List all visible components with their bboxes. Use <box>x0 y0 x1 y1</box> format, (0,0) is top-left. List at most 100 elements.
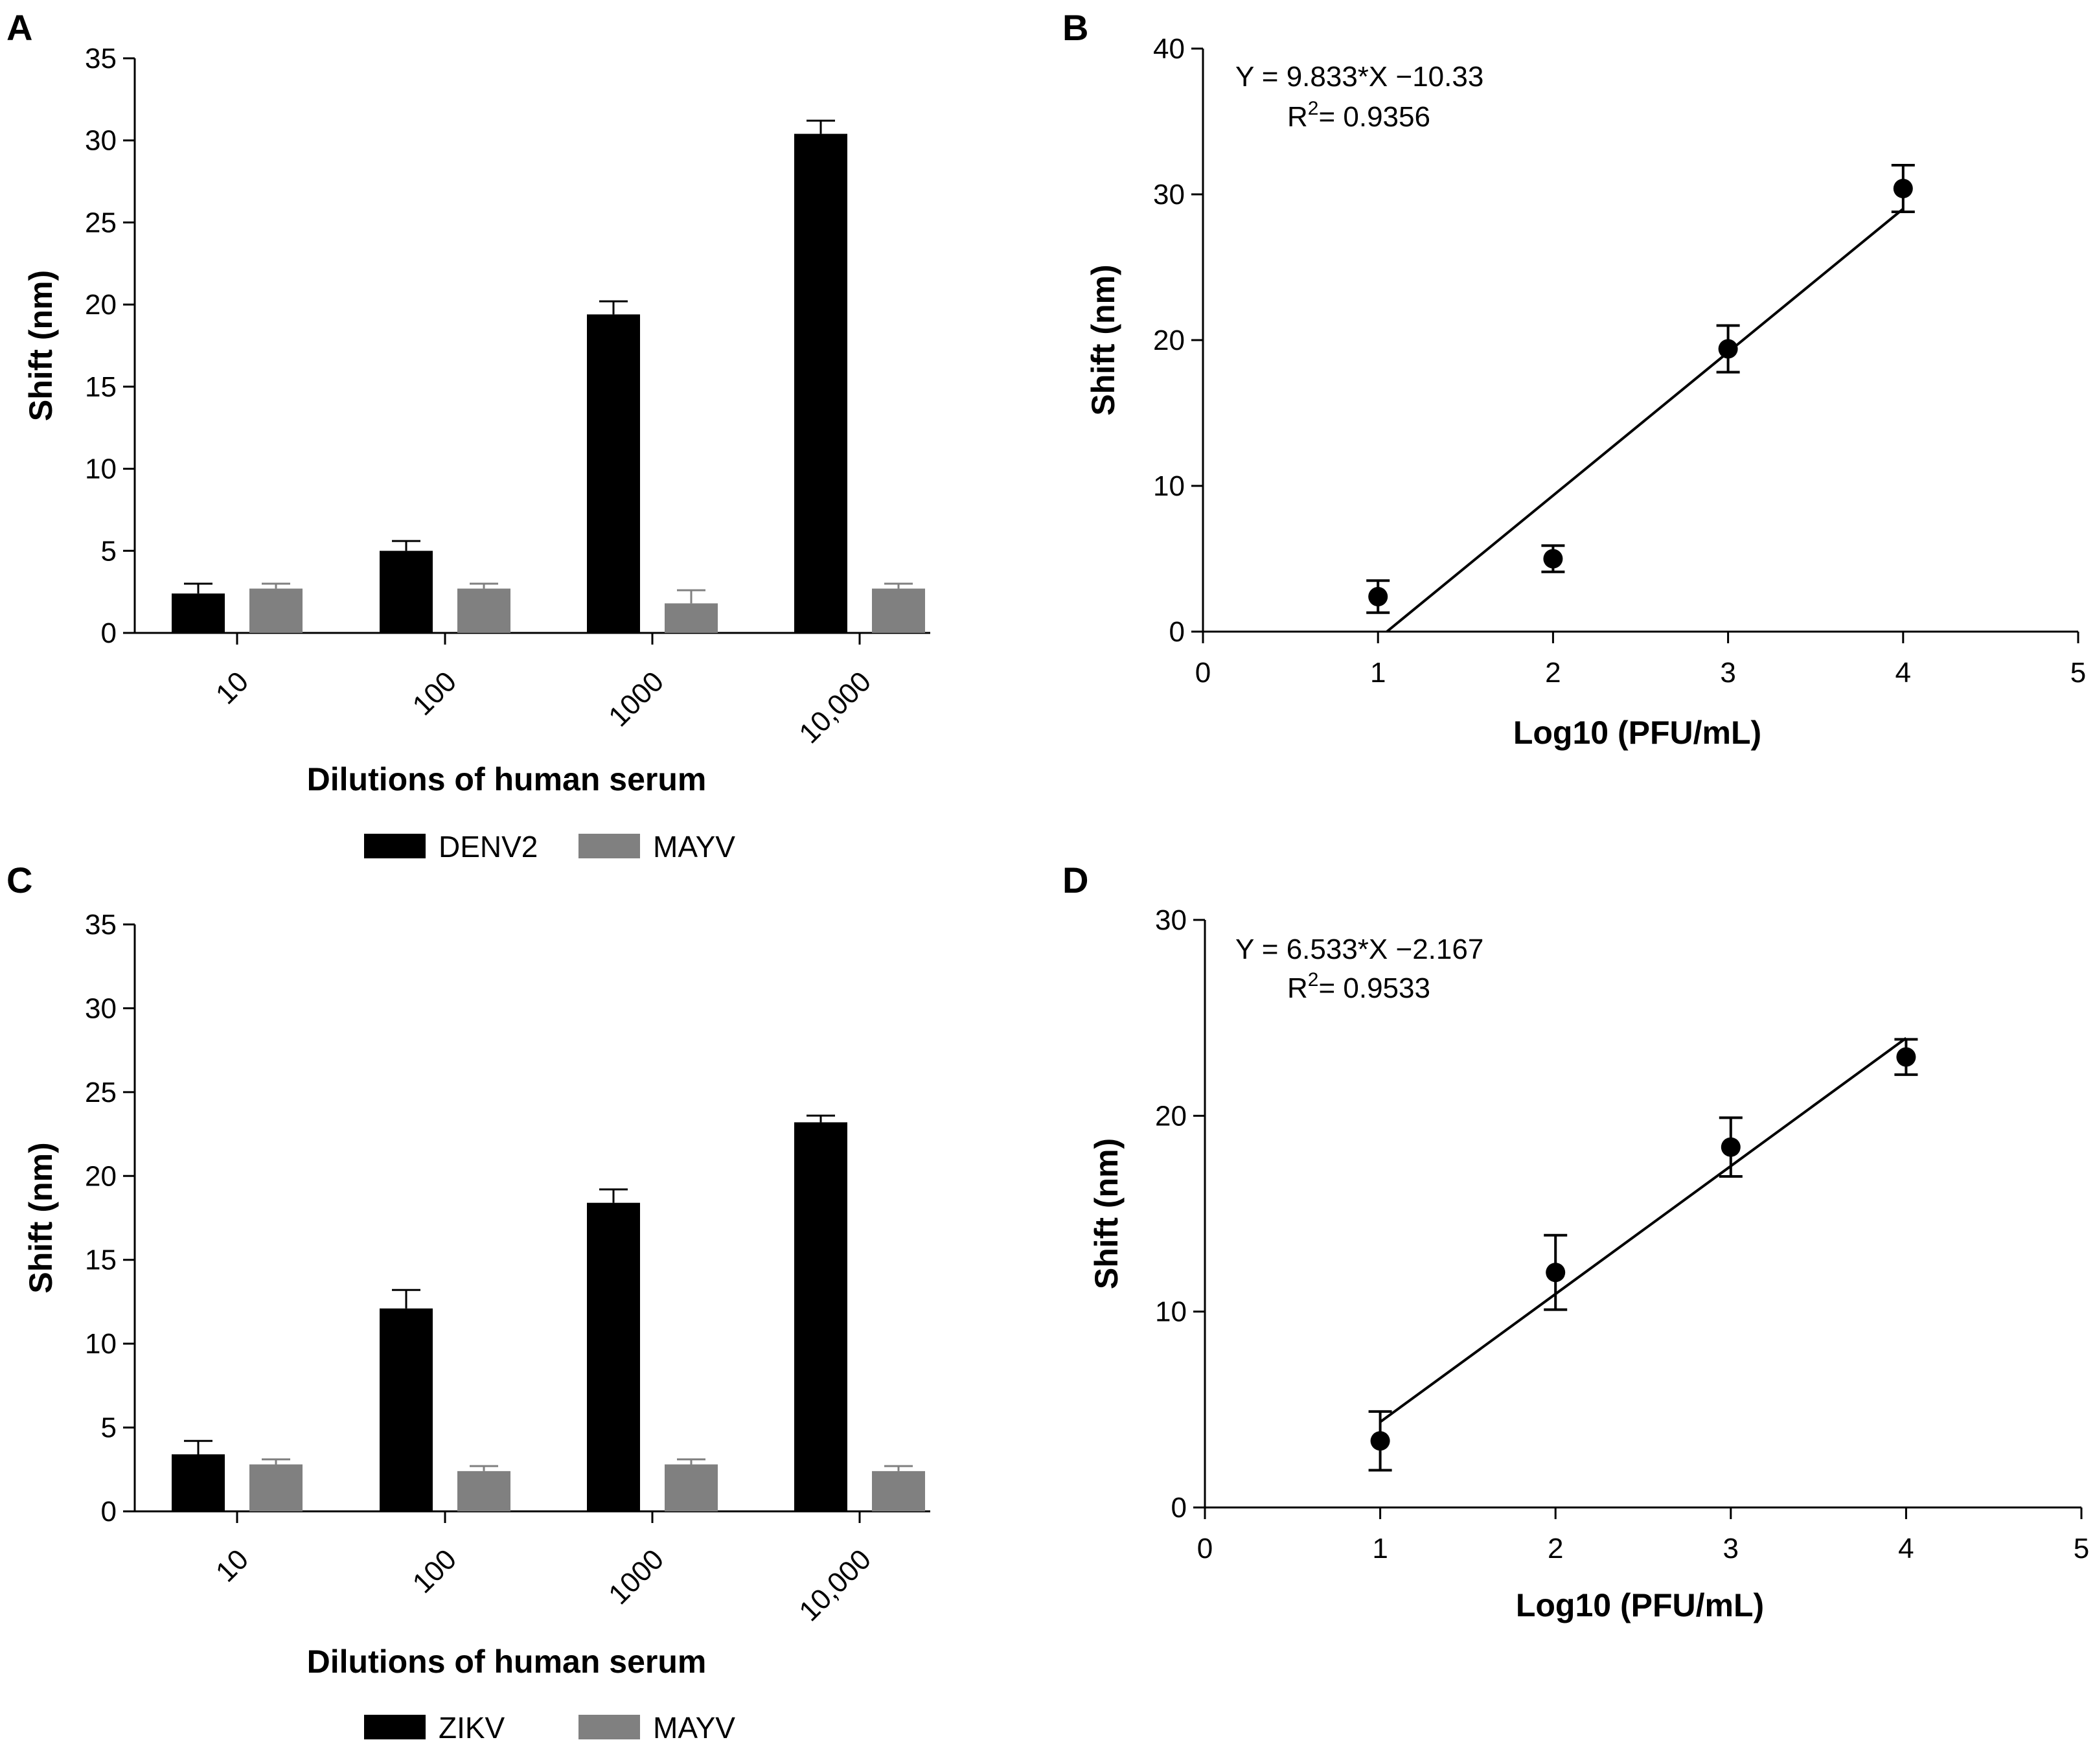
panel-b: B 0 10 20 30 40 Shift (nm) 0 1 2 3 4 5 Y = 9.833*X −1… <box>1062 7 2086 751</box>
legend-swatch-zikv <box>364 1715 426 1739</box>
y-tick-label: 30 <box>85 992 117 1024</box>
x-tick-label: 1000 <box>602 1543 670 1610</box>
y-tick-label: 0 <box>101 1496 117 1528</box>
y-axis-title: Shift (nm) <box>1088 1138 1125 1289</box>
x-axis-title: Log10 (PFU/mL) <box>1513 715 1761 751</box>
bar-mayv <box>457 588 510 633</box>
bar-denv2 <box>172 593 225 633</box>
y-tick-label: 20 <box>1155 1100 1187 1132</box>
fit-equation: Y = 6.533*X −2.167 <box>1235 934 1483 965</box>
bar-zikv <box>794 1122 847 1511</box>
panel-c: C 0 5 10 15 20 25 30 35 Shift (nm) 10 100 1000 10,000… <box>6 860 930 1745</box>
panel-d: D 0 10 20 30 Shift (nm) 0 1 2 3 4 5 Y = 6.533*X −2.1… <box>1062 860 2089 1623</box>
x-tick-label: 10 <box>210 665 255 710</box>
y-tick-label: 30 <box>1155 904 1187 936</box>
bar-mayv <box>249 1464 303 1511</box>
y-tick-label: 0 <box>1169 616 1185 648</box>
y-tick-label: 15 <box>85 1244 117 1276</box>
y-tick-label: 10 <box>1153 470 1185 502</box>
y-tick-label: 25 <box>85 1077 117 1108</box>
r-squared-label: R <box>1287 101 1308 133</box>
data-point <box>1546 1263 1566 1283</box>
regression-line <box>1379 1037 1907 1423</box>
x-axis-title: Dilutions of human serum <box>307 1644 707 1680</box>
r-squared-label: R <box>1287 972 1308 1004</box>
bar-denv2 <box>794 133 847 633</box>
x-tick-label: 2 <box>1548 1533 1563 1564</box>
x-tick-label: 10,000 <box>793 1543 877 1627</box>
x-tick-label: 1 <box>1370 657 1386 689</box>
r-squared-value: = 0.9533 <box>1318 972 1430 1004</box>
panel-letter: A <box>6 7 32 48</box>
bar-mayv <box>457 1471 510 1511</box>
x-tick-label: 0 <box>1197 1533 1213 1564</box>
x-tick-label: 3 <box>1723 1533 1739 1564</box>
x-tick-label: 5 <box>2074 1533 2089 1564</box>
x-axis-title: Log10 (PFU/mL) <box>1516 1587 1764 1623</box>
x-tick-label: 5 <box>2070 657 2086 689</box>
y-tick-label: 5 <box>101 535 117 567</box>
data-point <box>1718 339 1738 359</box>
legend-label-zikv: ZIKV <box>439 1711 505 1745</box>
bar-zikv <box>587 1202 640 1511</box>
y-tick-label: 20 <box>85 289 117 321</box>
bar-denv2 <box>587 314 640 633</box>
x-tick-label: 0 <box>1195 657 1211 689</box>
panel-letter: D <box>1062 860 1088 900</box>
y-tick-label: 5 <box>101 1412 117 1444</box>
data-point <box>1893 179 1913 198</box>
r-squared-superscript: 2 <box>1308 969 1319 991</box>
x-tick-label: 1000 <box>602 665 670 733</box>
panel-letter: B <box>1062 7 1088 48</box>
x-tick-label: 4 <box>1895 657 1911 689</box>
regression-line <box>1386 207 1905 633</box>
legend-swatch-mayv <box>578 834 640 858</box>
bar-mayv <box>872 1471 925 1511</box>
y-axis-title: Shift (nm) <box>1085 264 1121 415</box>
data-point <box>1368 587 1388 606</box>
y-tick-label: 0 <box>101 617 117 649</box>
bar-mayv <box>665 1464 718 1511</box>
y-tick-label: 10 <box>85 453 117 485</box>
r-squared: R2= 0.9533 <box>1287 969 1430 1004</box>
legend-label-mayv: MAYV <box>653 830 735 864</box>
x-tick-label: 10 <box>210 1543 255 1588</box>
bar-mayv <box>249 588 303 633</box>
x-tick-label: 1 <box>1372 1533 1388 1564</box>
data-point <box>1370 1431 1390 1451</box>
fit-equation: Y = 9.833*X −10.33 <box>1235 61 1483 93</box>
panel-letter: C <box>6 860 32 900</box>
bar-mayv <box>665 603 718 633</box>
y-tick-label: 35 <box>85 909 117 941</box>
x-tick-label: 10,000 <box>793 665 877 750</box>
legend-swatch-mayv <box>578 1715 640 1739</box>
y-tick-label: 10 <box>1155 1296 1187 1328</box>
x-tick-label: 4 <box>1898 1533 1914 1564</box>
y-tick-label: 20 <box>85 1160 117 1192</box>
legend-label-denv2: DENV2 <box>439 830 538 864</box>
legend-swatch-denv2 <box>364 834 426 858</box>
y-tick-label: 15 <box>85 371 117 403</box>
bar-mayv <box>872 588 925 633</box>
y-tick-label: 0 <box>1171 1492 1187 1524</box>
y-tick-label: 30 <box>85 125 117 157</box>
y-tick-label: 25 <box>85 207 117 238</box>
y-tick-label: 10 <box>85 1328 117 1360</box>
y-tick-label: 35 <box>85 43 117 74</box>
y-tick-label: 30 <box>1153 179 1185 211</box>
data-point <box>1721 1137 1741 1157</box>
x-tick-label: 3 <box>1720 657 1735 689</box>
y-axis-title: Shift (nm) <box>23 270 59 421</box>
r-squared: R2= 0.9356 <box>1287 98 1430 133</box>
x-tick-label: 2 <box>1545 657 1561 689</box>
y-axis-title: Shift (nm) <box>23 1142 59 1293</box>
y-tick-label: 40 <box>1153 33 1185 65</box>
bar-zikv <box>380 1308 433 1511</box>
data-point <box>1543 549 1563 569</box>
bar-zikv <box>172 1454 225 1511</box>
x-tick-label: 100 <box>407 1543 463 1599</box>
y-tick-label: 20 <box>1153 325 1185 356</box>
r-squared-value: = 0.9356 <box>1318 101 1430 133</box>
bar-denv2 <box>380 551 433 633</box>
legend-label-mayv: MAYV <box>653 1711 735 1745</box>
